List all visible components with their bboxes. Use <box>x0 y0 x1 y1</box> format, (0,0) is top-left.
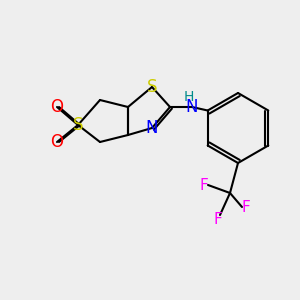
Text: F: F <box>200 178 208 193</box>
Text: O: O <box>50 133 64 151</box>
Text: N: N <box>146 119 158 137</box>
Text: S: S <box>147 78 157 96</box>
Text: F: F <box>242 200 250 214</box>
Text: S: S <box>73 116 83 134</box>
Text: N: N <box>186 98 198 116</box>
Text: F: F <box>214 212 222 226</box>
Text: O: O <box>50 98 64 116</box>
Text: H: H <box>184 90 194 104</box>
